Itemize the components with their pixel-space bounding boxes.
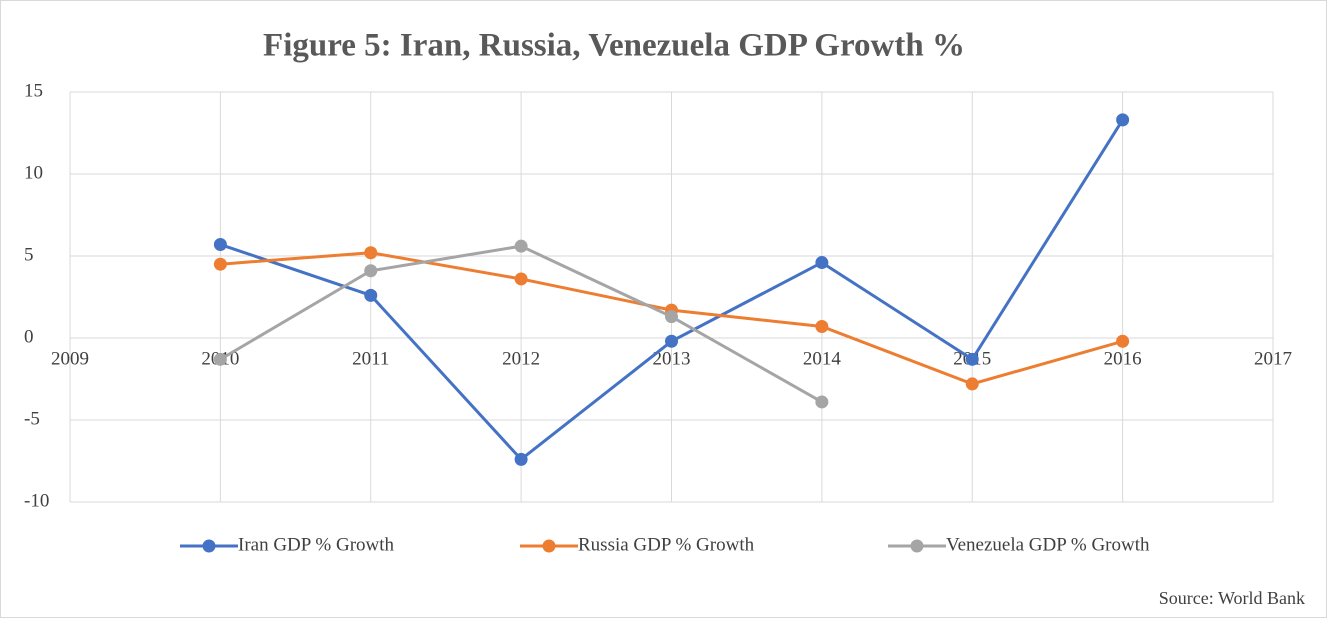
data-point [965,352,979,366]
data-point [364,246,378,260]
data-point [965,377,979,391]
y-tick-label: 5 [24,244,34,265]
data-point [665,310,678,324]
data-point [213,257,227,271]
data-point [1116,113,1130,127]
data-point [815,256,829,270]
x-tick-label: 2013 [653,348,691,369]
data-point [514,272,528,286]
legend-label: Russia GDP % Growth [578,534,755,555]
data-point [815,320,829,334]
legend-marker [910,539,924,553]
legend-label: Iran GDP % Growth [238,534,395,555]
data-point [514,239,528,253]
x-tick-label: 2009 [51,348,89,369]
x-tick-label: 2016 [1104,348,1142,369]
source-note: Source: World Bank [1159,588,1305,608]
data-point [213,238,227,252]
y-tick-label: 0 [24,326,34,347]
legend-marker [542,539,556,553]
legend-label: Venezuela GDP % Growth [946,534,1150,555]
x-tick-label: 2017 [1254,348,1292,369]
y-tick-label: -10 [24,490,49,511]
x-tick-label: 2011 [352,348,389,369]
chart-title: Figure 5: Iran, Russia, Venezuela GDP Gr… [263,28,965,64]
data-point [665,334,678,348]
data-point [364,288,378,302]
data-point [514,452,528,466]
legend-marker [202,539,216,553]
x-tick-label: 2014 [803,348,842,369]
y-tick-label: 10 [24,162,43,183]
y-tick-label: -5 [24,408,40,429]
data-point [364,264,378,278]
data-point [815,395,829,409]
x-tick-label: 2012 [502,348,540,369]
y-tick-label: 15 [24,80,43,101]
data-point [1116,334,1130,348]
data-point [213,352,227,366]
